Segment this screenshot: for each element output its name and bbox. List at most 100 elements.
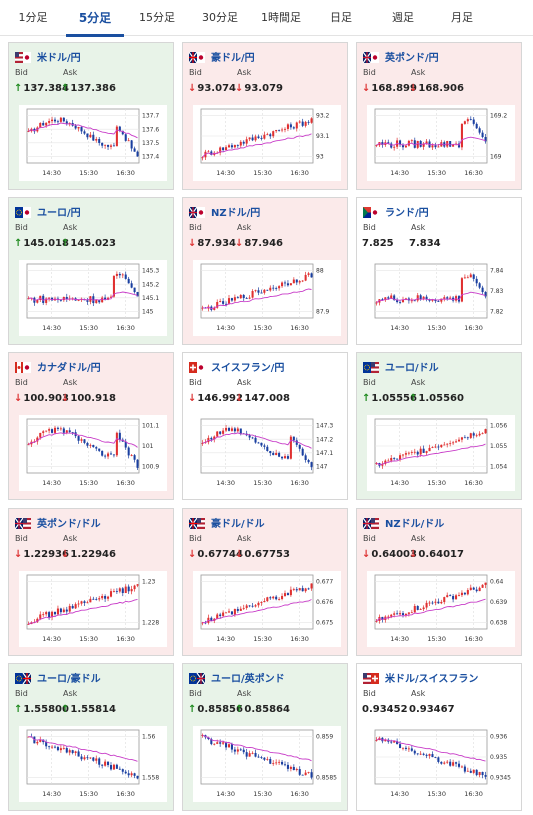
tab-7[interactable]: 週足 [392,11,414,24]
chart-container[interactable]: 14:30 15:30 16:30 145.3 145.2 145.1 145 [19,260,167,336]
chart-container[interactable]: 14:30 15:30 16:30 0.677 0.676 0.675 [193,571,341,647]
rate-card[interactable]: 米ドル/スイスフラン Bid Ask 0.93452 0.93467 14:30 15:30… [356,663,522,811]
rate-card[interactable]: ユーロ/英ポンド Bid Ask ↑0.85856 ↑0.85864 14:30 15:30… [182,663,348,811]
candle-body [65,296,68,300]
tab-6[interactable]: 日足 [330,11,352,24]
candle-body [89,598,92,603]
rate-card[interactable]: NZドル/ドル Bid Ask ↓0.64003 ↓0.64017 14:30 15:30 1… [356,508,522,656]
currency-pair-title[interactable]: ユーロ/豪ドル [15,670,101,685]
chart-container[interactable]: 14:30 15:30 16:30 147.3 147.2 147.1 147 [193,415,341,491]
x-tick-label: 15:30 [427,790,446,798]
chart-container[interactable]: 14:30 15:30 16:30 93.2 93.1 93 [193,105,341,181]
bid-value: ↓0.64003 [362,549,417,560]
candle-body [469,119,472,120]
candle-body [401,454,405,456]
chart-container[interactable]: 14:30 15:30 16:30 101.1 101 100.9 [19,415,167,491]
rate-card[interactable]: スイスフラン/円 Bid Ask ↓146.992 ↓147.008 14:30 15:30… [182,352,348,500]
candle-body [248,435,251,438]
chart-container[interactable]: 14:30 15:30 16:30 88 87.9 [193,260,341,336]
tab-2[interactable]: 5分足 [66,0,124,37]
currency-pair-title[interactable]: 豪ドル/ドル [188,515,265,530]
rate-card[interactable]: NZドル/円 Bid Ask ↓87.934 ↓87.946 14:30 15:30 16:3… [182,197,348,345]
bid-value: ↓100.903 [14,393,69,404]
rate-card[interactable]: ユーロ/円 Bid Ask ↑145.018 ↑145.023 14:30 15:30 16:… [8,197,174,345]
rate-card[interactable]: カナダドル/円 Bid Ask ↓100.903 ↓100.918 14:30 15:30 1… [8,352,174,500]
ask-label: Ask [237,534,252,543]
candle-body [251,752,254,754]
chart-container[interactable]: 14:30 15:30 16:30 169.2 169 [367,105,515,181]
ask-price: 1.55814 [70,704,116,715]
candle-body [42,431,45,433]
candle-body [428,602,431,604]
currency-pair-title[interactable]: スイスフラン/円 [189,359,284,374]
rate-card[interactable]: 米ドル/円 Bid Ask ↑137.384 ↑137.386 14:30 15:30 16:… [8,42,174,190]
candle-body [292,127,295,129]
candle-body [45,742,48,747]
candle-body [254,437,257,443]
tab-8[interactable]: 月足 [451,11,473,24]
chart-container[interactable]: 14:30 15:30 16:30 1.23 1.228 [19,571,167,647]
currency-pair-title[interactable]: 豪ドル/円 [188,49,255,64]
tab-3[interactable]: 15分足 [139,11,175,24]
candle-body [289,766,292,769]
moving-average-line [376,136,486,146]
tab-1[interactable]: 1分足 [18,11,48,24]
bid-label: Bid [189,223,202,232]
rate-card[interactable]: 豪ドル/円 Bid Ask ↓93.074 ↓93.079 14:30 15:30 16:30… [182,42,348,190]
currency-pair-title[interactable]: カナダドル/円 [15,359,101,374]
chart-container[interactable]: 14:30 15:30 16:30 1.056 1.055 1.054 [367,415,515,491]
currency-pair-title[interactable]: ユーロ/英ポンド [189,670,285,685]
rate-card[interactable]: 英ポンド/円 Bid Ask ↓168.899 ↓168.906 14:30 15:30 16… [356,42,522,190]
candle-body [118,588,121,592]
currency-pair-title[interactable]: 英ポンド/ドル [14,515,101,530]
candle-body [227,428,231,431]
tab-4[interactable]: 30分足 [202,11,238,24]
rate-card[interactable]: 豪ドル/ドル Bid Ask ↓0.67744 ↓0.67753 14:30 15:30 16… [182,508,348,656]
currency-pair-title[interactable]: NZドル/円 [188,204,260,219]
candle-body [466,119,469,122]
chart-container[interactable]: 14:30 15:30 16:30 0.936 0.935 0.9345 [367,726,515,802]
ask-label: Ask [411,68,426,77]
currency-pair-title[interactable]: ランド/円 [363,204,429,219]
candle-body [83,757,86,760]
rate-card[interactable]: ランド/円 Bid Ask 7.825 7.834 14:30 15:30 16:30 7.84… [356,197,522,345]
ch-jp-flag [189,361,205,373]
candle-body [104,761,107,766]
candle-body [434,145,437,148]
candle-body [101,764,104,766]
candle-body [207,151,210,153]
currency-pair-title[interactable]: NZドル/ドル [362,515,444,530]
rate-card[interactable]: ユーロ/豪ドル Bid Ask ↑1.55800 ↑1.55814 14:30 15:30 1… [8,663,174,811]
candle-body [56,121,59,123]
currency-pair-title[interactable]: 英ポンド/円 [362,49,439,64]
candle-body [416,451,419,455]
y-tick-label: 0.638 [490,620,507,627]
y-tick-label: 101.1 [142,423,159,430]
price-chart: 14:30 15:30 16:30 0.677 0.676 0.675 [193,571,341,647]
chart-container[interactable]: 14:30 15:30 16:30 0.859 0.8585 [193,726,341,802]
currency-pair-title[interactable]: 米ドル/スイスフラン [363,670,478,685]
rate-card[interactable]: ユーロ/ドル Bid Ask ↑1.05556 ↑1.05560 14:30 15:30 16… [356,352,522,500]
chart-container[interactable]: 14:30 15:30 16:30 1.56 1.558 [19,726,167,802]
currency-pair-title[interactable]: ユーロ/ドル [363,359,439,374]
candle-body [230,611,233,615]
candle-body [286,593,289,596]
y-tick-label: 145.2 [142,281,159,288]
candle-body [407,452,410,454]
chart-container[interactable]: 14:30 15:30 16:30 7.84 7.83 7.82 [367,260,515,336]
candle-body [42,122,45,126]
chart-container[interactable]: 14:30 15:30 16:30 0.64 0.639 0.638 [367,571,515,647]
currency-pair-title[interactable]: ユーロ/円 [15,204,81,219]
y-tick-label: 93.1 [316,133,330,140]
x-tick-label: 14:30 [390,324,409,332]
chart-container[interactable]: 14:30 15:30 16:30 137.7 137.6 137.5 137.4 [19,105,167,181]
chart-frame [374,108,488,164]
currency-pair-title[interactable]: 米ドル/円 [15,49,81,64]
rate-card[interactable]: 英ポンド/ドル Bid Ask ↓1.22936 ↓1.22946 14:30 15:30 1… [8,508,174,656]
candle-body [257,756,260,758]
bid-value: ↑137.384 [14,83,69,94]
candle-body [416,140,419,148]
candle-body [133,585,136,590]
x-tick-label: 16:30 [290,169,309,177]
tab-5[interactable]: 1時間足 [261,11,301,24]
